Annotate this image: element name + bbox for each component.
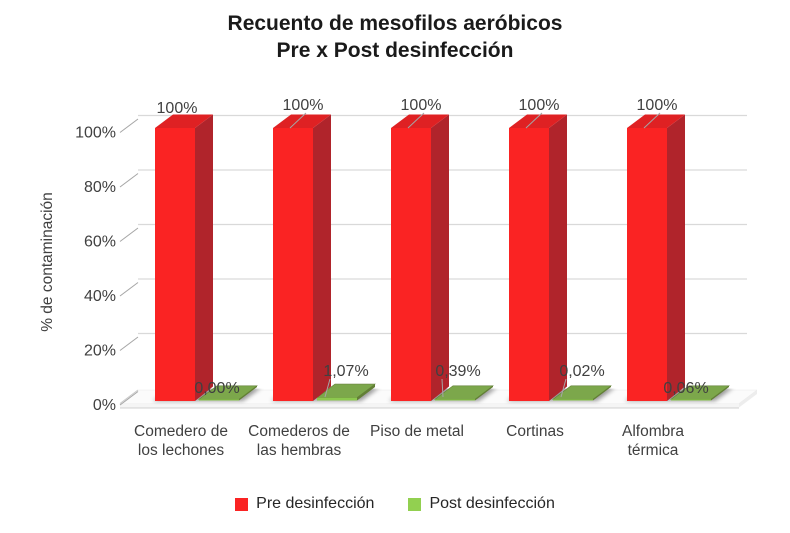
bar-post-side [239,385,257,401]
value-leader-pre [407,112,425,129]
bar-post-side [593,385,611,401]
legend-swatch-post [408,498,422,511]
legend-label-pre: Pre desinfección [256,495,375,512]
y-tick-label: 20% [84,343,116,360]
value-leader-pre [525,112,543,129]
value-label-post: 0,00% [194,380,239,397]
chart-floor-side [739,390,757,408]
bar-pre-side [549,114,567,401]
bar-post-front [435,399,475,401]
x-category-label: térmica [628,442,679,459]
y-axis-title: % de contaminación [39,192,56,332]
bar-post-side [357,384,375,401]
bar-pre-front [509,128,549,401]
x-category-label: Piso de metal [370,423,464,440]
value-leader-post [324,378,331,398]
legend-item-post: Post desinfección [408,495,555,513]
value-label-post: 1,07% [323,363,368,380]
chart-title: Recuento de mesofilos aeróbicos Pre x Po… [0,10,790,64]
bar-post-front [553,399,593,401]
bar-pre-top [273,114,331,128]
chart-title-line2: Pre x Post desinfección [276,39,514,62]
value-label-post: 0,39% [435,363,480,380]
chart-floor-left-edge [119,389,139,404]
bar-pre-side [667,114,685,401]
bar-pre-side [313,114,331,401]
chart-floor-front [120,403,739,408]
x-category-label: Comederos de [248,423,350,440]
chart-title-line1: Recuento de mesofilos aeróbicos [227,12,563,35]
y-axis-tick-mark [119,227,139,242]
bar-post-front [199,399,239,401]
bar-pre-top [155,114,213,128]
value-label-post: 0,06% [663,380,708,397]
y-tick-label: 60% [84,234,116,251]
value-label-pre: 100% [283,97,324,114]
value-label-pre: 100% [401,97,442,114]
value-leader-post [441,378,444,398]
value-label-post: 0,02% [559,363,604,380]
y-tick-label: 80% [84,179,116,196]
x-category-label: Comedero de [134,423,228,440]
y-axis-tick-mark [119,282,139,297]
legend-label-post: Post desinfección [429,495,555,512]
value-label-pre: 100% [157,100,198,117]
x-category-label: Alfombra [622,423,684,440]
y-axis-tick-mark [119,173,139,188]
bar-pre-front [273,128,313,401]
bar-post-front [317,397,357,401]
bar-pre-front [155,128,195,401]
bar-pre-top [391,114,449,128]
chart-legend: Pre desinfección Post desinfección [0,495,790,513]
value-label-pre: 100% [637,97,678,114]
x-category-label: Cortinas [506,423,564,440]
x-category-label: los lechones [138,442,224,459]
legend-item-pre: Pre desinfección [235,495,374,513]
legend-swatch-pre [235,498,249,511]
bar-post-side [475,385,493,401]
bar-pre-front [627,128,667,401]
bar-post-side [711,385,729,401]
value-leader-pre [289,112,307,129]
value-leader-post [560,378,567,398]
y-axis-tick-mark [119,118,139,133]
y-axis-tick-mark [119,336,139,351]
y-axis-tick-mark [119,391,139,406]
bar-pre-top [509,114,567,128]
value-label-pre: 100% [519,97,560,114]
y-tick-label: 40% [84,288,116,305]
y-tick-label: 0% [93,397,116,414]
value-leader-pre [643,112,661,129]
bar-post-front [671,399,711,401]
x-category-label: las hembras [257,442,342,459]
bar-pre-front [391,128,431,401]
y-tick-label: 100% [75,125,116,142]
bar-pre-side [431,114,449,401]
bar-pre-side [195,114,213,401]
bar-pre-top [627,114,685,128]
